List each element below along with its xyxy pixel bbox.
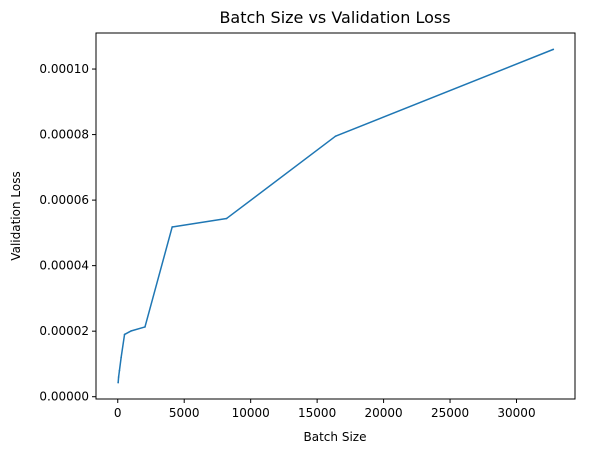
x-tick-label: 10000 [232,406,270,420]
data-point [123,333,126,336]
data-point [118,369,121,372]
data-point [117,376,120,378]
x-axis-ticks: 0 5000 10000 15000 20000 25000 30000 [114,399,536,420]
data-point [171,226,173,228]
data-point [552,48,555,51]
x-axis-label: Batch Size [304,430,367,444]
y-axis-label: Validation Loss [9,171,23,260]
x-tick-label: 30000 [497,406,535,420]
y-tick-label: 0.00002 [39,324,89,338]
data-point [144,326,146,328]
data-point [225,217,228,220]
x-tick-label: 0 [114,406,122,420]
chart-title: Batch Size vs Validation Loss [219,8,450,27]
data-point [120,356,122,359]
series-layer [117,48,555,384]
y-tick-label: 0.00008 [39,128,89,142]
y-tick-label: 0.00004 [39,259,89,273]
x-tick-label: 5000 [169,406,200,420]
data-point [130,330,133,332]
series-line [117,48,555,384]
y-axis-ticks: 0.00000 0.00002 0.00004 0.00006 0.00008 0.000… [39,62,96,404]
x-tick-label: 25000 [431,406,469,420]
y-tick-label: 0.00010 [39,62,89,76]
data-point [117,381,119,384]
y-tick-label: 0.00006 [39,193,89,207]
x-tick-label: 15000 [298,406,336,420]
data-point [334,135,337,138]
x-tick-label: 20000 [364,406,402,420]
y-tick-label: 0.00000 [39,390,89,404]
plot-area [95,32,576,400]
